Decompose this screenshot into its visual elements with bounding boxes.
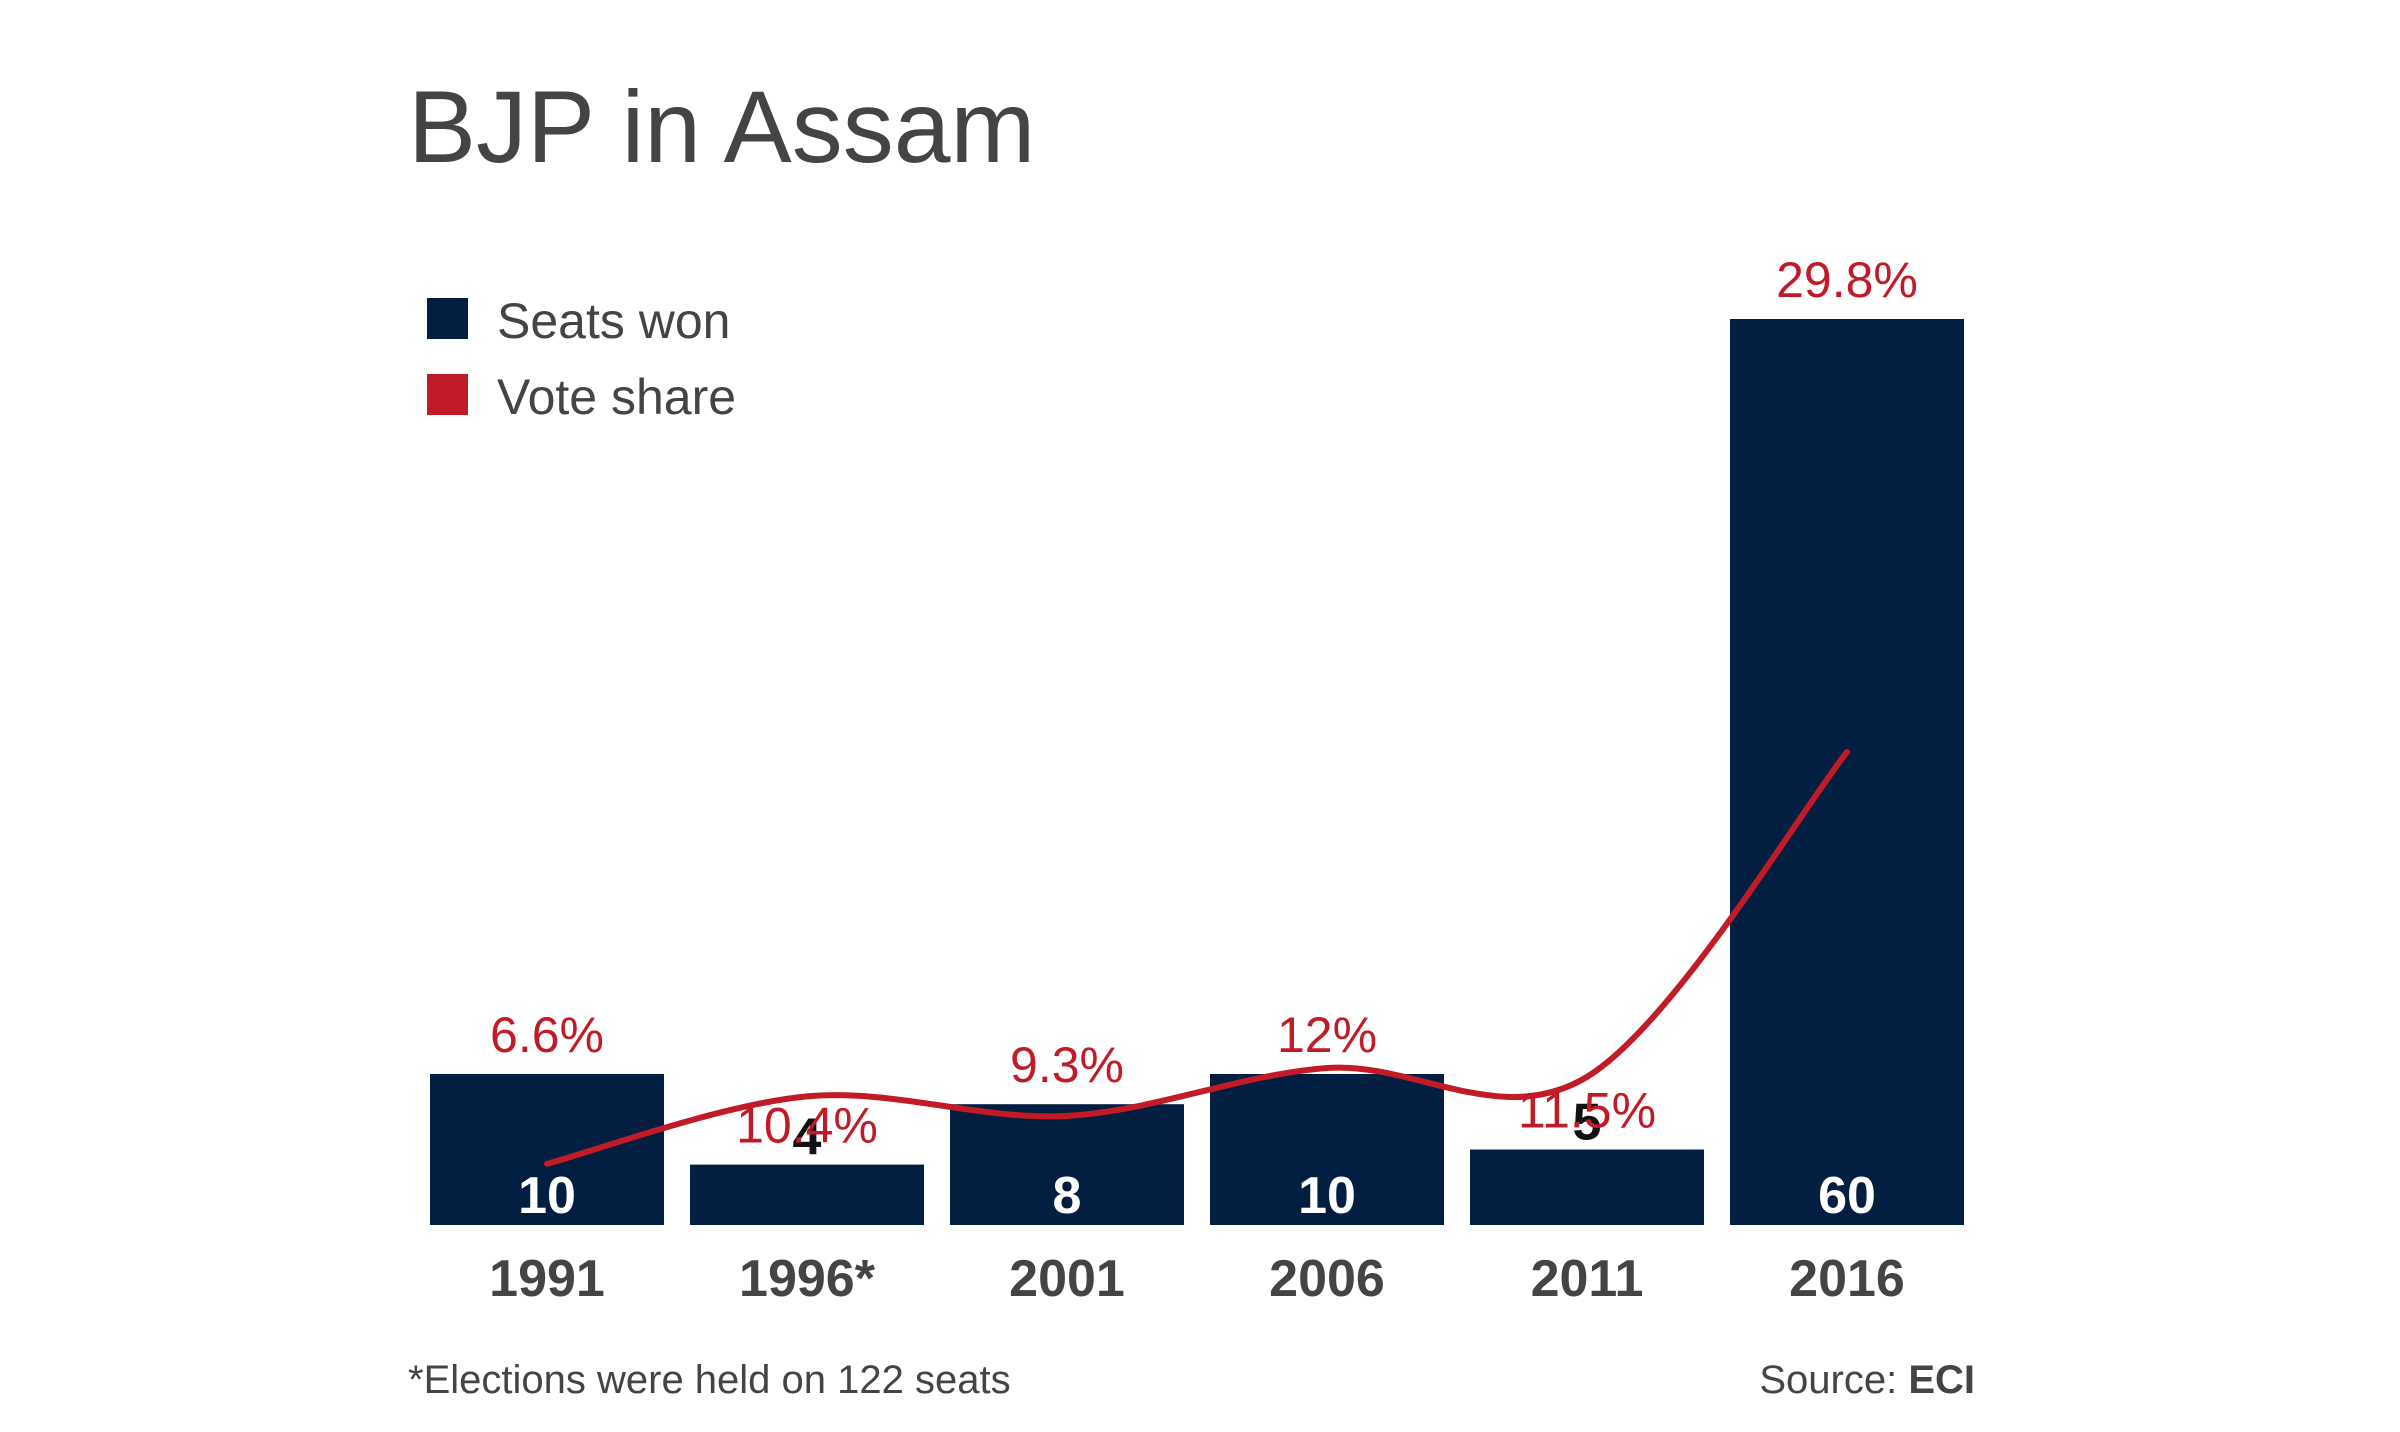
x-tick-label-2016: 2016 [1789, 1250, 1905, 1308]
legend-swatch-vote-share [427, 374, 468, 415]
x-tick-label-1991: 1991 [489, 1250, 605, 1308]
legend: Seats won Vote share [427, 293, 736, 425]
bar-2016 [1730, 319, 1964, 1225]
vote-share-label-1991: 6.6% [490, 1007, 604, 1063]
vote-share-label-1996: 10.4% [736, 1098, 878, 1154]
bar-value-label-1991: 10 [518, 1167, 576, 1225]
x-axis: 1991 1996* 2001 2006 2011 2016 [489, 1250, 1905, 1308]
source: Source: ECI [1759, 1358, 1975, 1402]
vote-share-line-layer [544, 749, 1850, 1167]
data-labels: 10 6.6% 410.4% 8 9.3% 10 12% 511.5% 60 29.8% [490, 252, 1918, 1225]
bar-value-label-2001: 8 [1053, 1167, 1082, 1225]
bar-value-label-2006: 10 [1298, 1167, 1356, 1225]
x-tick-label-2001: 2001 [1009, 1250, 1125, 1308]
bar-value-label-1996: 4 [793, 1109, 822, 1167]
bar-2006 [1210, 1074, 1444, 1225]
legend-label-seats: Seats won [497, 293, 730, 349]
bar-2011 [1470, 1149, 1704, 1225]
bar-1991 [430, 1074, 664, 1225]
vote-share-label-2001: 9.3% [1010, 1037, 1124, 1093]
x-tick-label-2011: 2011 [1531, 1250, 1644, 1308]
vote-share-label-2016: 29.8% [1776, 252, 1918, 308]
bar-value-label-2016: 60 [1818, 1167, 1876, 1225]
bar-1996 [690, 1164, 924, 1225]
footnote: *Elections were held on 122 seats [408, 1358, 1011, 1402]
bar-value-label-2011: 5 [1573, 1094, 1602, 1152]
legend-swatch-seats [427, 298, 468, 339]
source-prefix: Source: [1759, 1358, 1908, 1402]
bars [430, 319, 1964, 1225]
legend-label-vote-share: Vote share [497, 369, 736, 425]
bar-2001 [950, 1104, 1184, 1225]
x-tick-label-2006: 2006 [1269, 1250, 1385, 1308]
source-name: ECI [1908, 1358, 1975, 1402]
vote-share-label-2006: 12% [1277, 1007, 1377, 1063]
vote-share-line [544, 749, 1850, 1167]
x-tick-label-1996: 1996* [739, 1250, 876, 1308]
vote-share-label-2011: 11.5% [1518, 1083, 1656, 1139]
chart-title: BJP in Assam [408, 70, 1035, 184]
